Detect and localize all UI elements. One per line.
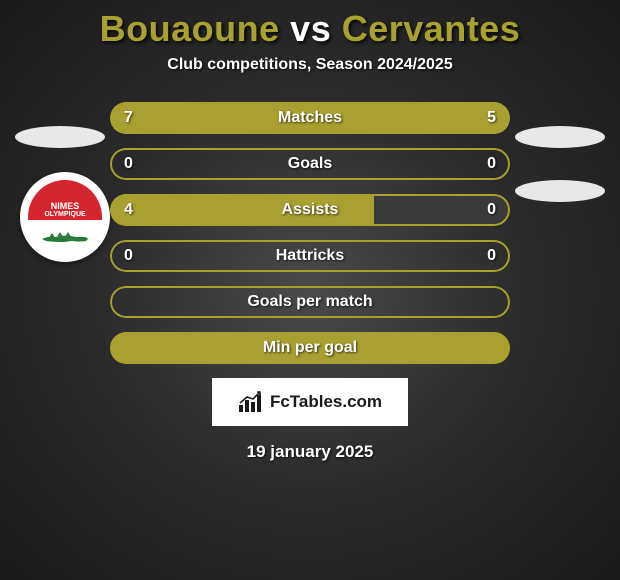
stat-row: Min per goal — [110, 332, 510, 364]
brand-text: FcTables.com — [270, 392, 382, 412]
stat-label: Assists — [110, 194, 510, 226]
subtitle: Club competitions, Season 2024/2025 — [0, 56, 620, 74]
comparison-infographic: Bouaoune vs Cervantes Club competitions,… — [0, 0, 620, 580]
stat-left-value: 0 — [124, 240, 133, 272]
bars-icon — [238, 391, 264, 413]
date: 19 january 2025 — [0, 442, 620, 462]
title-player1: Bouaoune — [100, 8, 280, 49]
title-vs: vs — [290, 8, 331, 49]
stats-area: Matches75Goals00Assists40Hattricks00Goal… — [0, 102, 620, 364]
stat-right-value: 0 — [487, 194, 496, 226]
stat-left-value: 4 — [124, 194, 133, 226]
stat-left-value: 7 — [124, 102, 133, 134]
stat-right-value: 0 — [487, 240, 496, 272]
stat-row: Goals0 0 — [110, 148, 510, 180]
stat-row: Matches7 5 — [110, 102, 510, 134]
stat-label: Goals per match — [110, 286, 510, 318]
stat-label: Hattricks — [110, 240, 510, 272]
stat-right-value: 0 — [487, 148, 496, 180]
title-player2: Cervantes — [342, 8, 521, 49]
stat-left-value: 0 — [124, 148, 133, 180]
page-title: Bouaoune vs Cervantes — [0, 0, 620, 50]
brand-box: FcTables.com — [212, 378, 408, 426]
stat-row: Hattricks0 0 — [110, 240, 510, 272]
stat-row: Goals per match — [110, 286, 510, 318]
stat-right-value: 5 — [487, 102, 496, 134]
stat-row: Assists4 0 — [110, 194, 510, 226]
stat-label: Goals — [110, 148, 510, 180]
stat-label: Min per goal — [110, 332, 510, 364]
stat-label: Matches — [110, 102, 510, 134]
